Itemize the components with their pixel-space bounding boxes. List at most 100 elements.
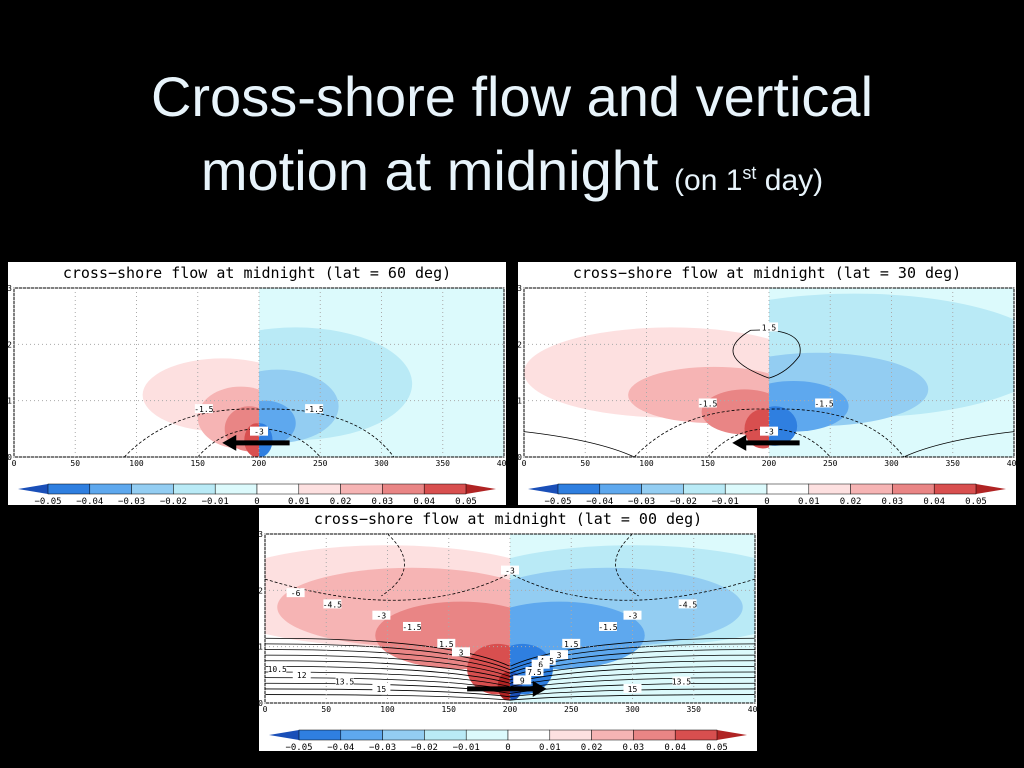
x-tick-label: 250 <box>564 705 579 714</box>
contour-line <box>264 688 756 698</box>
x-tick-label: 150 <box>191 459 206 468</box>
colorbar-label: 0.04 <box>923 497 945 507</box>
contour-label: 7.5 <box>527 668 542 677</box>
x-tick-label: 300 <box>625 705 640 714</box>
panel-title: cross−shore flow at midnight (lat = 00 d… <box>314 510 702 528</box>
colorbar-label: 0.05 <box>965 497 987 507</box>
contour-label: -3 <box>254 428 264 437</box>
colorbar-cell <box>424 729 467 741</box>
colorbar-label: 0 <box>505 743 510 753</box>
colorbar-cell <box>423 483 467 495</box>
contour-label: -1.5 <box>194 405 213 414</box>
colorbar-cell <box>298 483 341 495</box>
contour-label-bg <box>305 404 324 414</box>
contour-line <box>264 694 756 701</box>
colorbar-end <box>269 730 299 740</box>
contour-line <box>615 533 639 597</box>
contour-label-bg <box>678 599 697 609</box>
slide-title: Cross-shore flow and vertical <box>150 65 874 128</box>
slide-title: motion at midnight (on 1st day) <box>0 136 1024 216</box>
colorbar-label: 0.05 <box>455 497 477 507</box>
colorbar-cell <box>507 729 551 741</box>
colorbar-label: −0.05 <box>285 743 312 753</box>
contour-line <box>707 428 831 458</box>
contour-line <box>264 643 756 671</box>
contour-label: -6 <box>291 589 301 598</box>
contour-label-bg <box>562 638 581 648</box>
contour-label: -1.5 <box>698 399 717 408</box>
colorbar-label: −0.01 <box>453 743 480 753</box>
x-tick-label: 200 <box>503 705 518 714</box>
note: (on 1 <box>674 164 743 197</box>
panel: cross−shore flow at midnight (lat = 30 d… <box>517 262 1021 507</box>
colorbar-cell <box>89 483 132 495</box>
colorbar-cell <box>557 483 601 495</box>
contour-label: -3 <box>505 567 515 576</box>
panel: cross−shore flow at midnight (lat = 60 d… <box>7 262 511 507</box>
colorbar-cell <box>724 483 768 495</box>
y-tick-label: 3 <box>258 530 263 539</box>
colorbar-label: −0.03 <box>369 743 396 753</box>
contour-line <box>264 682 756 694</box>
colorbar-cell <box>674 729 718 741</box>
contour-label-bg <box>760 322 778 332</box>
contour-label: 6 <box>538 661 543 670</box>
contour-label-bg <box>452 647 470 657</box>
colorbar-cell <box>298 729 342 741</box>
colorbar-label: 0.01 <box>539 743 561 753</box>
contour-label: -1.5 <box>814 399 833 408</box>
contour-line <box>197 428 321 458</box>
contour-label-bg <box>268 664 287 674</box>
contour-label-bg <box>323 599 342 609</box>
colorbar-label: −0.01 <box>712 497 739 507</box>
contour-label-bg <box>550 650 568 660</box>
colorbar-label: −0.02 <box>160 497 187 507</box>
contour-label-bg <box>698 398 717 408</box>
arrow-head <box>532 680 547 697</box>
contour-line <box>523 431 635 458</box>
x-tick-label: 0 <box>263 705 268 714</box>
y-tick-label: 3 <box>517 284 522 293</box>
contour-label: 3 <box>459 648 464 657</box>
x-tick-label: 100 <box>380 705 395 714</box>
contour-label: 13.5 <box>335 678 354 687</box>
colorbar-label: −0.02 <box>670 497 697 507</box>
colorbar-label: 0 <box>254 497 259 507</box>
contour-label: -4.5 <box>678 600 697 609</box>
colorbar-cell <box>340 729 383 741</box>
contour-label-bg <box>437 638 456 648</box>
contour-label: -1.5 <box>304 405 323 414</box>
colorbar-label: 0.02 <box>330 497 352 507</box>
y-tick-label: 0 <box>517 453 522 462</box>
contour-label: 15 <box>628 685 638 694</box>
contour-label: 3 <box>557 651 562 660</box>
colorbar-cell <box>892 483 935 495</box>
contour-label: -1.5 <box>402 623 421 632</box>
colorbar-end <box>976 484 1006 494</box>
contour-label-bg <box>372 610 391 620</box>
contour-label-bg <box>525 667 544 677</box>
x-tick-label: 300 <box>374 459 389 468</box>
colorbar-cell <box>465 729 509 741</box>
colorbar-cell <box>549 729 592 741</box>
colorbar-end <box>466 484 496 494</box>
contour-label-bg <box>599 621 617 631</box>
colorbar-cell <box>633 729 676 741</box>
x-tick-label: 200 <box>762 459 777 468</box>
contour-line <box>123 408 395 458</box>
contour-label-bg <box>501 565 519 575</box>
colorbar-cell <box>214 483 258 495</box>
contour-line <box>264 654 756 677</box>
colorbar-label: −0.04 <box>327 743 354 753</box>
x-tick-label: 300 <box>884 459 899 468</box>
contour-label-bg <box>531 659 550 669</box>
x-tick-label: 50 <box>70 459 80 468</box>
x-tick-label: 100 <box>129 459 144 468</box>
x-tick-label: 0 <box>12 459 17 468</box>
y-tick-label: 1 <box>258 643 263 652</box>
contour-label: -1.5 <box>598 623 617 632</box>
contour-line <box>264 660 756 681</box>
colorbar-cell <box>850 483 893 495</box>
